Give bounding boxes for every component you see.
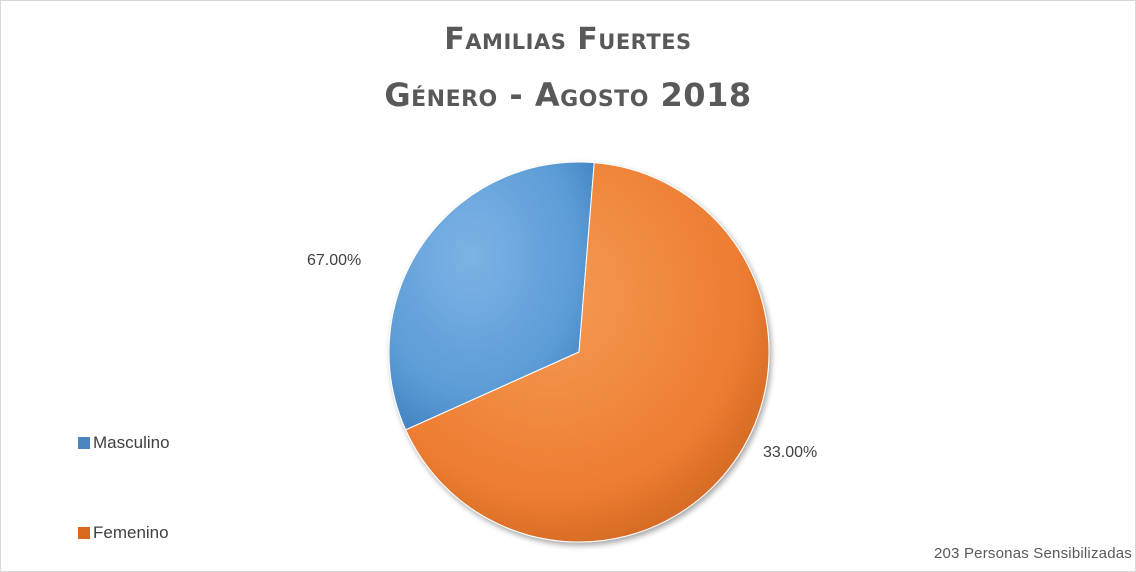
pie-slice-masculino — [388, 161, 595, 431]
legend-label-femenino: Femenino — [93, 523, 169, 542]
pie-slice-femenino — [405, 162, 770, 543]
legend-swatch-masculino — [78, 437, 90, 449]
legend-swatch-femenino — [78, 527, 90, 539]
footnote-personas: 203 Personas Sensibilizadas — [933, 545, 1132, 562]
legend-item-femenino: Femenino — [78, 523, 169, 543]
chart-subtitle: Género - Agosto 2018 — [384, 76, 752, 114]
data-label-femenino: 67.00% — [307, 252, 362, 269]
legend-item-masculino: Masculino — [78, 433, 170, 453]
data-label-masculino: 33.00% — [763, 444, 818, 461]
legend-label-masculino: Masculino — [93, 433, 170, 452]
chart-title: Familias Fuertes — [444, 22, 692, 57]
